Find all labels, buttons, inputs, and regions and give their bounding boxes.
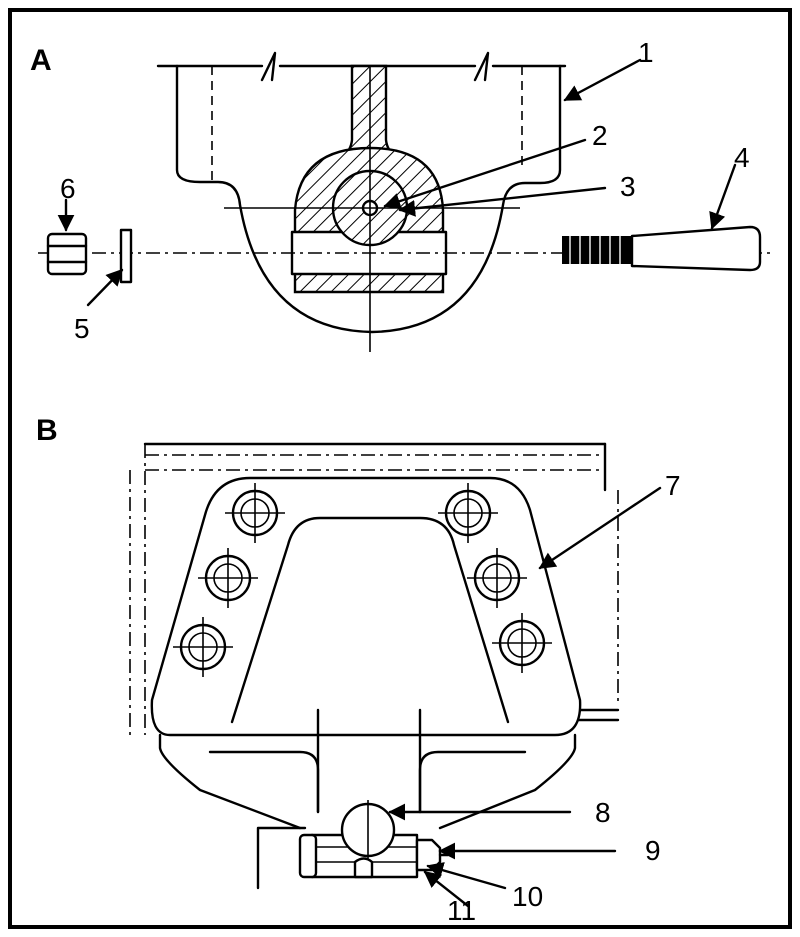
washer-part-5 (119, 228, 133, 284)
pin-part-4 (562, 225, 762, 272)
view-label-b: B (36, 414, 58, 447)
view-label-a: A (30, 44, 52, 77)
callout-9: 9 (645, 835, 661, 866)
bolt (492, 613, 552, 673)
frame-rail (129, 442, 620, 735)
nut-part-6 (46, 232, 88, 276)
bolt (467, 548, 527, 608)
mounting-bolts (173, 483, 552, 677)
bracket-part-7 (150, 476, 582, 830)
callout-4: 4 (734, 142, 750, 173)
callout-2: 2 (592, 120, 608, 151)
callout-5: 5 (74, 313, 90, 344)
callout-1: 1 (638, 37, 654, 68)
callout-7: 7 (665, 470, 681, 501)
view-b: B (36, 414, 681, 926)
callout-10: 10 (512, 881, 543, 912)
callout-11: 11 (447, 895, 476, 926)
bolt (173, 617, 233, 677)
bearing-section (290, 146, 448, 294)
callout-8: 8 (595, 797, 611, 828)
bolt (225, 483, 285, 543)
drawing-frame (8, 8, 792, 929)
bolt (198, 548, 258, 608)
callout-3: 3 (620, 171, 636, 202)
callout-6: 6 (60, 173, 76, 204)
view-a: A (30, 37, 770, 352)
clamp-assembly (256, 800, 450, 890)
bolt (438, 483, 498, 543)
